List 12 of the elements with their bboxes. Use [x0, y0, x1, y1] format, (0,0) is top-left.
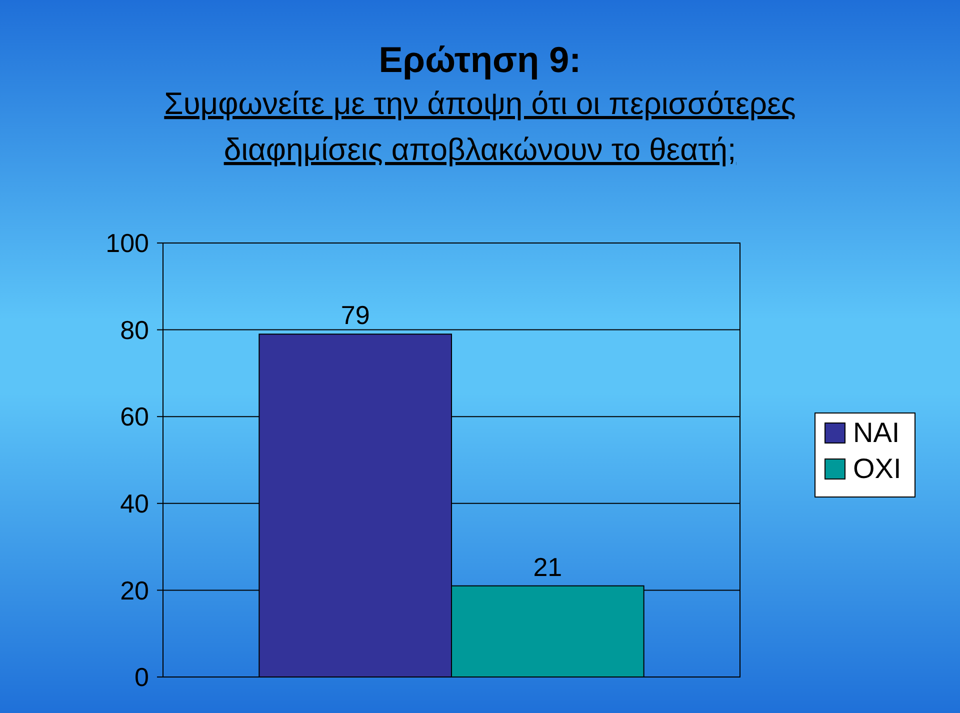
- y-tick-label: 40: [120, 488, 149, 518]
- y-tick-label: 0: [134, 662, 149, 692]
- data-label: 79: [340, 300, 370, 330]
- legend-label: ΝΑΙ: [853, 417, 900, 448]
- y-tick-label: 80: [120, 314, 149, 345]
- y-tick-label: 100: [106, 228, 149, 258]
- chart-subtitle: Συμφωνείτε με την άποψη ότι οι περισσότερες διαφημίσεις αποβλακώνουν το θεατή;: [164, 86, 796, 167]
- y-tick-label: 60: [120, 402, 149, 432]
- y-tick-label: 20: [120, 575, 149, 606]
- chart-title: Ερώτηση 9:: [378, 39, 582, 80]
- data-label: 21: [533, 552, 562, 582]
- legend-label: ΟΧΙ: [853, 453, 902, 484]
